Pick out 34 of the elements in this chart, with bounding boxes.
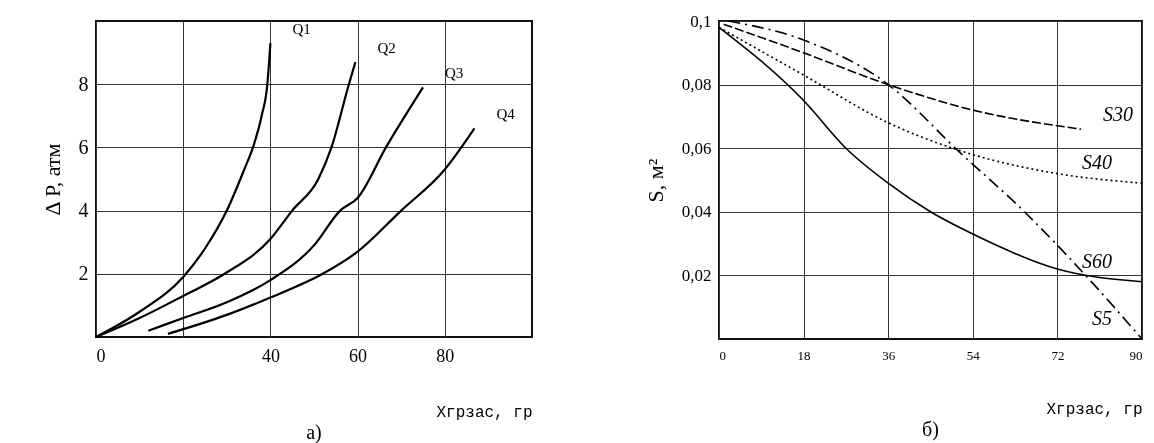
series-label: Q4 [496,106,516,123]
x-tick-label: 18 [797,347,811,363]
y-tick-label: 0,04 [681,202,712,222]
series-label: Q2 [377,40,396,57]
x-axis-title: Хгрзас, гр [436,403,533,422]
y-tick-label: 8 [78,72,89,95]
x-tick-label: 54 [966,347,981,363]
series-label: S30 [1102,103,1133,126]
y-tick-label: 0,08 [681,75,712,95]
line-series [166,127,476,335]
series-label: Q1 [292,21,311,38]
y-tick-label: 0,02 [681,265,712,285]
x-axis-title: Хгрзас, гр [1046,400,1143,419]
x-tick-label: 80 [436,345,455,366]
y-tick-label: 2 [78,262,89,285]
x-tick-label: 40 [261,345,280,366]
text: а) [306,421,322,443]
x-tick-label: 0 [719,347,726,363]
line-series [147,86,425,332]
x-tick-label: 60 [349,345,368,366]
y-tick-label: 4 [78,199,89,222]
series-label: S40 [1082,151,1112,174]
y-tick-label: 6 [78,135,89,158]
y-axis-title: S, м² [642,158,668,203]
text: б) [922,418,939,441]
series-label: S5 [1092,307,1112,329]
y-axis-title: Δ P, атм [39,143,65,216]
x-tick-label: 72 [1051,347,1065,363]
y-tick-label: 0,06 [681,138,712,158]
x-tick-label: 90 [1129,347,1143,363]
x-tick-label: 0 [96,345,106,366]
y-tick-label: 0,1 [690,11,712,31]
x-tick-label: 36 [882,347,896,363]
series-label: S60 [1082,249,1112,272]
